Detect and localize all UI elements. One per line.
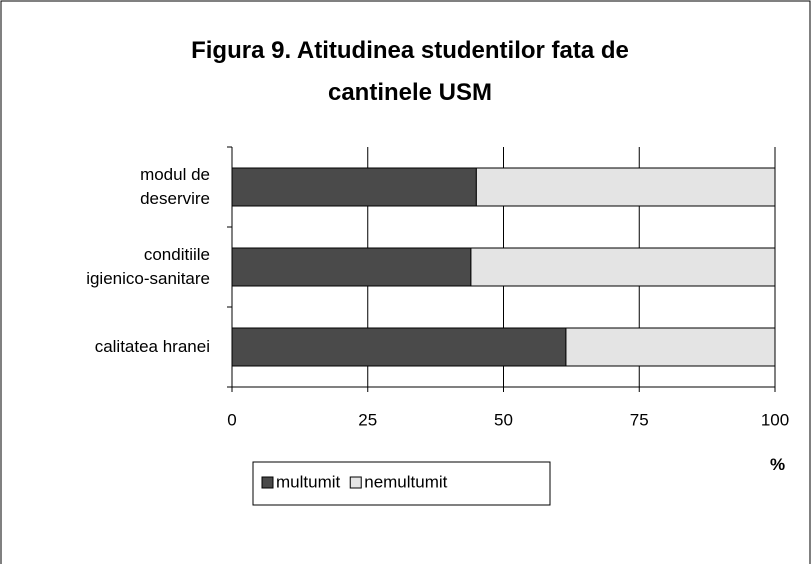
x-axis-label: % [770,455,786,474]
legend-box [252,461,551,506]
x-tick-label: 100 [761,410,789,429]
bar [565,327,776,367]
y-tick-label: conditiile igienico-sanitare [86,245,210,288]
bar [470,247,776,287]
bar [231,167,477,207]
x-tick-label: 75 [630,410,649,429]
legend-swatch [349,476,362,489]
bar [231,247,472,287]
y-tick-label: calitatea hranei [94,337,210,356]
bar [231,327,567,367]
x-tick-label: 25 [358,410,377,429]
legend-label: nemultumit [364,472,447,491]
x-tick-label: 50 [494,410,513,429]
legend-swatch [261,476,274,489]
x-tick-label: 0 [227,410,236,429]
chart-title: Figura 9. Atitudinea studentilor fata de… [191,37,629,106]
bar [475,167,776,207]
y-tick-label: modul de deservire [140,165,210,208]
legend-label: multumit [276,472,341,491]
